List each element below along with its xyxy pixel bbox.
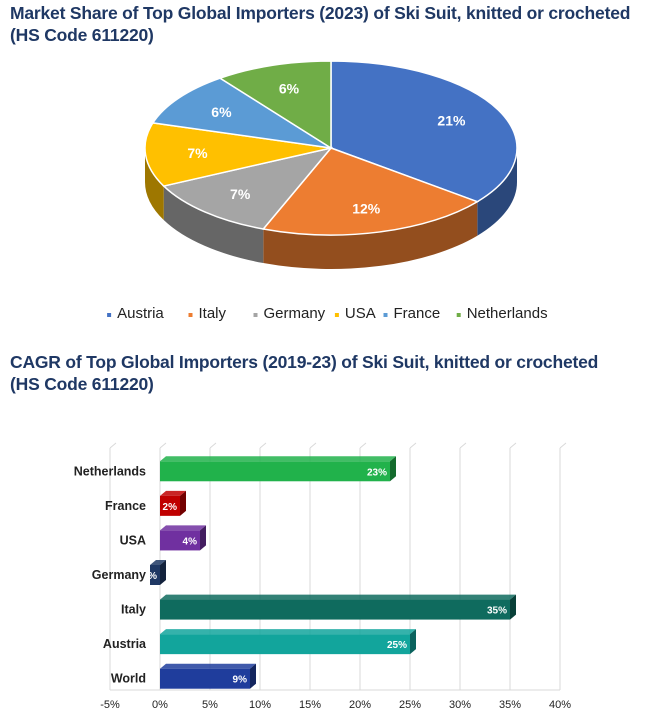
bar-data-label: -1%	[139, 571, 157, 582]
legend-marker	[383, 313, 388, 317]
pie-chart-title-line2: (HS Code 611220)	[10, 25, 154, 45]
x-tick-label: 0%	[152, 699, 168, 711]
bar-top-face	[160, 456, 396, 462]
bar-front-face	[160, 530, 200, 551]
pie-data-label: 6%	[279, 81, 300, 97]
legend-item-austria: Austria	[117, 305, 164, 322]
legend-marker	[107, 313, 112, 317]
bar-side-face	[410, 629, 416, 655]
legend-item-usa: USA	[345, 305, 376, 322]
bar-side-face	[390, 456, 396, 482]
pie-side-austria	[477, 148, 517, 236]
pie-chart-title: Market Share of Top Global Importers (20…	[10, 2, 660, 46]
pie-side-walls	[145, 148, 517, 269]
bar-category-label: Italy	[121, 603, 146, 617]
pie-side-usa	[145, 148, 164, 221]
bar-chart-title: CAGR of Top Global Importers (2019-23) o…	[10, 351, 660, 395]
x-tick-label: 25%	[399, 699, 421, 711]
bar-front-face	[160, 495, 180, 516]
pie-slice-usa	[144, 122, 332, 187]
bar-data-label: 9%	[233, 675, 248, 686]
legend-marker	[334, 313, 339, 317]
bars: 23% Netherlands 2% France 4% USA -1%Germany 35%…	[74, 456, 516, 689]
bar-front-face	[160, 634, 410, 655]
x-tick-label: 30%	[449, 699, 471, 711]
bar-data-label: 35%	[487, 606, 507, 617]
bar-chart-title-line1: CAGR of Top Global Importers (2019-23) o…	[10, 352, 599, 372]
x-tick-label: 20%	[349, 699, 371, 711]
pie-data-label: 21%	[437, 113, 466, 129]
pie-slice-france	[151, 77, 332, 149]
x-tick-label: 10%	[249, 699, 271, 711]
bar-top-face	[160, 629, 416, 635]
bar-austria: 25% Austria	[103, 629, 416, 655]
x-tick-label: 35%	[499, 699, 521, 711]
bar-category-label: USA	[120, 533, 146, 547]
bar-front-face	[160, 668, 250, 689]
bar-data-label: 23%	[367, 467, 387, 478]
legend-marker	[188, 313, 193, 317]
bar-top-face	[160, 525, 206, 531]
x-tick-label: 15%	[299, 699, 321, 711]
bar-category-label: France	[105, 499, 146, 513]
bar-top-face	[160, 490, 186, 496]
bar-chart-title-line2: (HS Code 611220)	[10, 374, 154, 394]
legend-marker	[253, 313, 258, 317]
pie-data-label: 7%	[187, 145, 208, 161]
bar-italy: 35% Italy	[121, 594, 516, 620]
legend-marker	[456, 313, 461, 317]
pie-chart-title-line1: Market Share of Top Global Importers (20…	[10, 3, 631, 23]
bar-category-label: Austria	[103, 637, 147, 651]
pie-chart: 21% 12% 7% 7% 6% 6% Austria Italy Germany USA Fran…	[107, 60, 548, 322]
bar-front-face	[150, 565, 160, 585]
bar-category-label: Netherlands	[74, 464, 146, 478]
bar-data-label: 4%	[183, 536, 198, 547]
pie-slice-italy	[261, 147, 480, 236]
bar-data-label: 25%	[387, 640, 407, 651]
legend-item-netherlands: Netherlands	[467, 305, 548, 322]
bar-side-face	[180, 490, 186, 516]
bar-france: 2% France	[105, 490, 186, 516]
pie-data-label: 7%	[230, 186, 251, 202]
bar-front-face	[160, 599, 510, 620]
pie-slice-germany	[162, 146, 334, 230]
pie-slice-netherlands	[218, 60, 332, 150]
bar-usa: 4% USA	[120, 525, 206, 551]
bar-x-axis: -5% 0% 5% 10% 15% 20% 25% 30% 35% 40%	[100, 699, 571, 711]
bar-top-face	[160, 594, 516, 600]
legend-item-germany: Germany	[264, 305, 326, 322]
bar-data-label: 2%	[163, 502, 178, 513]
bar-side-face	[510, 594, 516, 620]
bar-grid	[109, 442, 567, 691]
bar-side-face	[250, 663, 256, 689]
bar-category-label: Germany	[92, 568, 146, 582]
pie-data-label: 12%	[352, 200, 381, 216]
x-tick-label: 40%	[549, 699, 571, 711]
x-tick-label: 5%	[202, 699, 218, 711]
pie-side-italy	[263, 201, 478, 269]
pie-data-label: 6%	[211, 104, 232, 120]
bar-side-face	[200, 525, 206, 551]
pie-tops	[144, 60, 518, 236]
x-tick-label: -5%	[100, 699, 120, 711]
bar-top-face	[150, 560, 166, 565]
bar-germany: -1%Germany	[92, 560, 166, 585]
legend-item-italy: Italy	[199, 305, 227, 322]
bar-category-label: World	[111, 672, 146, 686]
pie-legend: Austria Italy Germany USA France Netherlands	[107, 305, 548, 322]
bar-side-face	[160, 560, 166, 585]
legend-item-france: France	[394, 305, 441, 322]
bar-netherlands: 23% Netherlands	[74, 456, 396, 482]
bar-top-face	[160, 663, 256, 669]
bar-world: 9% World	[111, 663, 256, 689]
bar-front-face	[160, 461, 390, 482]
pie-slice-austria	[330, 60, 518, 203]
pie-side-germany	[163, 186, 264, 264]
